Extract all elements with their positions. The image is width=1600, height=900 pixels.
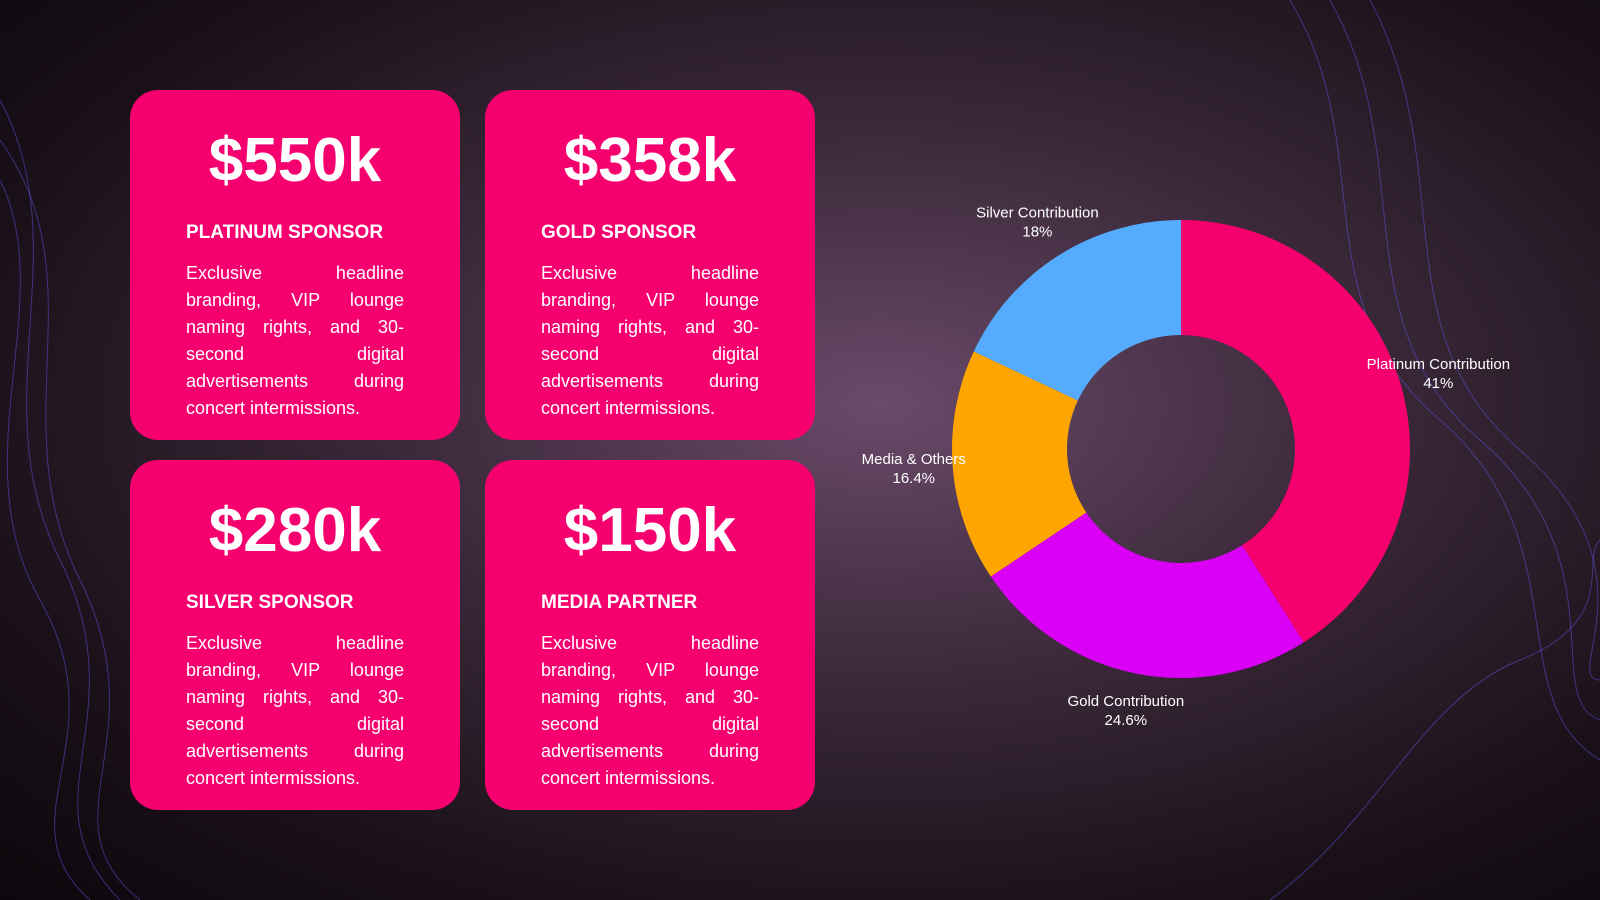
card-description: Exclusive headline branding, VIP lounge … xyxy=(541,263,759,418)
slice-value: 24.6% xyxy=(1105,712,1148,729)
slice-label: Media & Others xyxy=(862,451,966,468)
card-title: SILVER SPONSOR xyxy=(186,592,354,613)
slice-label: Platinum Contribution xyxy=(1367,356,1510,373)
card-title: GOLD SPONSOR xyxy=(541,222,697,243)
slice-label: Gold Contribution xyxy=(1067,693,1184,710)
card-amount: $280k xyxy=(208,496,382,565)
card-amount: $550k xyxy=(208,126,382,195)
card-title: PLATINUM SPONSOR xyxy=(186,222,384,243)
slice-value: 41% xyxy=(1423,375,1453,392)
donut-slice xyxy=(951,351,1087,577)
card-amount: $358k xyxy=(563,126,737,195)
card-description: Exclusive headline branding, VIP lounge … xyxy=(186,633,404,788)
slice-value: 16.4% xyxy=(892,470,935,487)
donut-slice xyxy=(990,512,1304,679)
sponsor-card: $358k GOLD SPONSOR Exclusive headline bran… xyxy=(485,90,815,440)
donut-slice xyxy=(1181,220,1410,643)
slice-value: 18% xyxy=(1022,224,1052,241)
slice-label: Silver Contribution xyxy=(976,205,1099,222)
card-description: Exclusive headline branding, VIP lounge … xyxy=(541,633,759,788)
sponsor-card: $280k SILVER SPONSOR Exclusive headline br… xyxy=(130,460,460,810)
sponsor-card: $150k MEDIA PARTNER Exclusive headline bra… xyxy=(485,460,815,810)
donut-slice xyxy=(973,220,1181,401)
card-title: MEDIA PARTNER xyxy=(541,592,698,613)
card-description: Exclusive headline branding, VIP lounge … xyxy=(186,263,404,418)
sponsor-card: $550k PLATINUM SPONSOR Exclusive headline … xyxy=(130,90,460,440)
card-amount: $150k xyxy=(563,496,737,565)
